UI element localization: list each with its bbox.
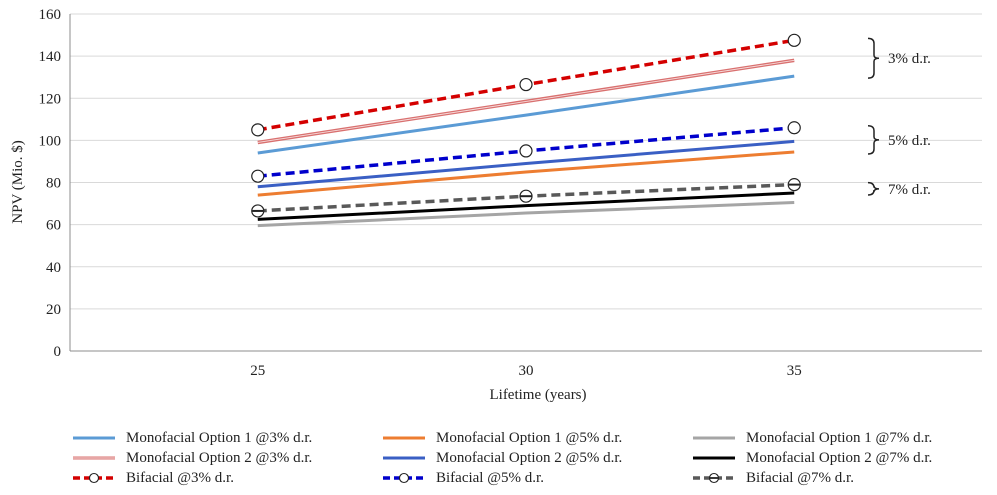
y-tick-label: 80 xyxy=(46,176,61,192)
series-layer xyxy=(251,33,801,228)
legend-label: Bifacial @5% d.r. xyxy=(436,469,544,486)
legend-item: Monofacial Option 2 @5% d.r. xyxy=(380,448,622,468)
data-point xyxy=(251,169,265,183)
legend-label: Bifacial @7% d.r. xyxy=(746,469,854,486)
y-tick-label: 0 xyxy=(54,344,62,360)
legend-label: Monofacial Option 2 @5% d.r. xyxy=(436,449,623,466)
legend-item: Bifacial @3% d.r. xyxy=(70,468,234,488)
axes: 0 20 40 60 80 100 120 140 160 25 30 35 xyxy=(39,7,982,379)
legend-label: Monofacial Option 2 @7% d.r. xyxy=(746,449,933,466)
legend-item: Monofacial Option 1 @7% d.r. xyxy=(690,428,932,448)
legend-item: Monofacial Option 1 @3% d.r. xyxy=(70,428,312,448)
y-tick-label: 60 xyxy=(46,218,61,234)
annotation-label: 3% d.r. xyxy=(888,51,931,67)
data-point xyxy=(519,144,533,158)
y-tick-label: 160 xyxy=(39,7,62,23)
y-tick-label: 20 xyxy=(46,302,61,318)
legend-label: Bifacial @3% d.r. xyxy=(126,469,234,486)
x-tick-label: 25 xyxy=(250,363,265,379)
data-point xyxy=(787,121,801,135)
legend-swatch xyxy=(73,456,115,460)
legend-swatch xyxy=(383,456,425,460)
legend-swatch xyxy=(73,472,115,484)
y-tick-label: 40 xyxy=(46,260,61,276)
legend-label: Monofacial Option 2 @3% d.r. xyxy=(126,449,313,466)
series-line xyxy=(257,139,795,189)
legend-item: Bifacial @5% d.r. xyxy=(380,468,544,488)
legend-swatch xyxy=(693,472,735,484)
y-axis-label: NPV (Mio. $) xyxy=(10,140,26,223)
x-tick-label: 35 xyxy=(787,363,802,379)
y-tick-label: 140 xyxy=(39,49,62,65)
legend-swatch xyxy=(383,472,425,484)
legend-item: Monofacial Option 1 @5% d.r. xyxy=(380,428,622,448)
y-tick-label: 120 xyxy=(39,91,62,107)
series-line xyxy=(257,74,795,155)
annotation-bracket xyxy=(867,37,880,79)
series-line-inner xyxy=(257,59,795,143)
series-line xyxy=(257,191,795,221)
data-point xyxy=(519,77,533,92)
legend-item: Monofacial Option 2 @3% d.r. xyxy=(70,448,312,468)
annotation-label: 5% d.r. xyxy=(888,133,931,149)
series-line xyxy=(257,150,795,197)
legend-label: Monofacial Option 1 @3% d.r. xyxy=(126,429,313,446)
annotation-bracket xyxy=(867,124,880,155)
legend-swatch xyxy=(73,436,115,440)
annotation-label: 7% d.r. xyxy=(888,182,931,198)
x-axis-label: Lifetime (years) xyxy=(489,387,586,403)
legend-item: Bifacial @7% d.r. xyxy=(690,468,854,488)
legend-swatch xyxy=(383,436,425,440)
npv-line-chart: 0 20 40 60 80 100 120 140 160 25 30 35 3% d.r. 5% d.… xyxy=(10,7,982,403)
data-point xyxy=(787,33,801,47)
legend-item: Monofacial Option 2 @7% d.r. xyxy=(690,448,932,468)
gridlines xyxy=(70,13,982,310)
data-point xyxy=(251,123,265,137)
legend-swatch xyxy=(693,436,735,440)
y-tick-label: 100 xyxy=(39,133,62,149)
legend-label: Monofacial Option 1 @7% d.r. xyxy=(746,429,933,446)
annotations-layer: 3% d.r. 5% d.r. 7% d.r. xyxy=(867,37,931,198)
legend-label: Monofacial Option 1 @5% d.r. xyxy=(436,429,623,446)
x-tick-label: 30 xyxy=(519,363,534,379)
series-line xyxy=(257,201,795,228)
legend-swatch xyxy=(693,456,735,460)
annotation-bracket xyxy=(867,181,880,196)
